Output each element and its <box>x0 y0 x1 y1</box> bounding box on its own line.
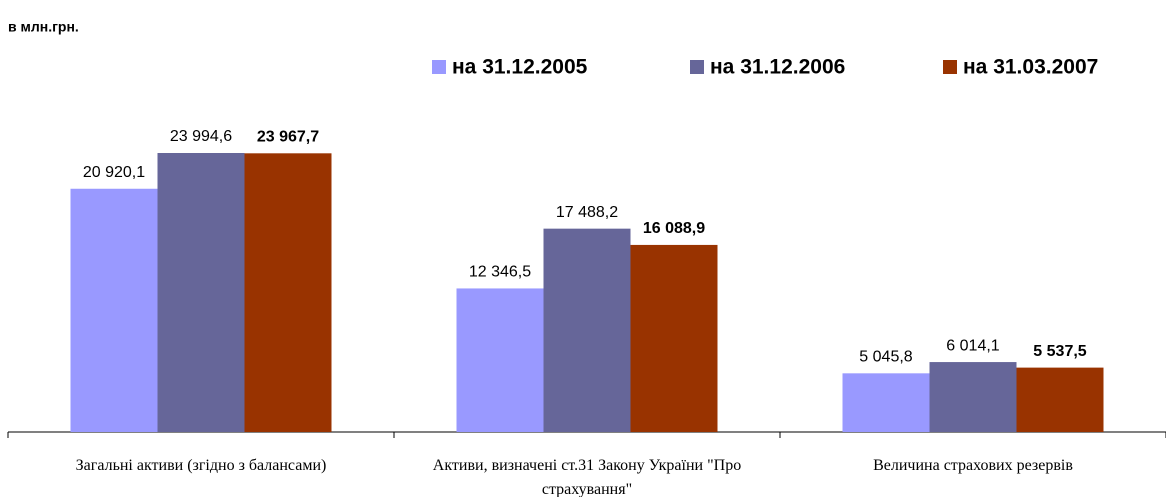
data-label: 6 014,1 <box>946 337 999 354</box>
legend-swatch <box>690 60 704 74</box>
x-tick-label: Величина страхових резервів <box>873 457 1073 474</box>
bar <box>929 362 1017 432</box>
data-label: 17 488,2 <box>556 204 618 221</box>
legend-label: на 31.12.2005 <box>452 56 588 79</box>
data-label: 12 346,5 <box>469 264 531 281</box>
data-label: 23 994,6 <box>170 128 232 145</box>
bar <box>244 153 332 432</box>
chart-title: в млн.грн. <box>8 19 79 35</box>
data-label: 16 088,9 <box>643 220 705 237</box>
legend-label: на 31.03.2007 <box>963 56 1098 79</box>
data-label: 5 045,8 <box>859 349 912 366</box>
bar <box>630 244 718 432</box>
bar <box>1016 367 1104 432</box>
bar <box>543 228 631 432</box>
bar <box>456 288 544 432</box>
legend-label: на 31.12.2006 <box>710 56 845 79</box>
legend-swatch <box>432 60 446 74</box>
data-label: 23 967,7 <box>257 129 319 146</box>
data-label: 20 920,1 <box>83 164 145 181</box>
x-tick-label: Активи, визначені ст.31 Закону України "… <box>432 457 742 497</box>
legend-swatch <box>943 60 957 74</box>
bar <box>157 153 245 432</box>
data-label: 5 537,5 <box>1033 343 1086 360</box>
bar <box>842 373 930 432</box>
bar <box>70 188 158 432</box>
x-tick-label: Загальні активи (згідно з балансами) <box>75 457 327 474</box>
